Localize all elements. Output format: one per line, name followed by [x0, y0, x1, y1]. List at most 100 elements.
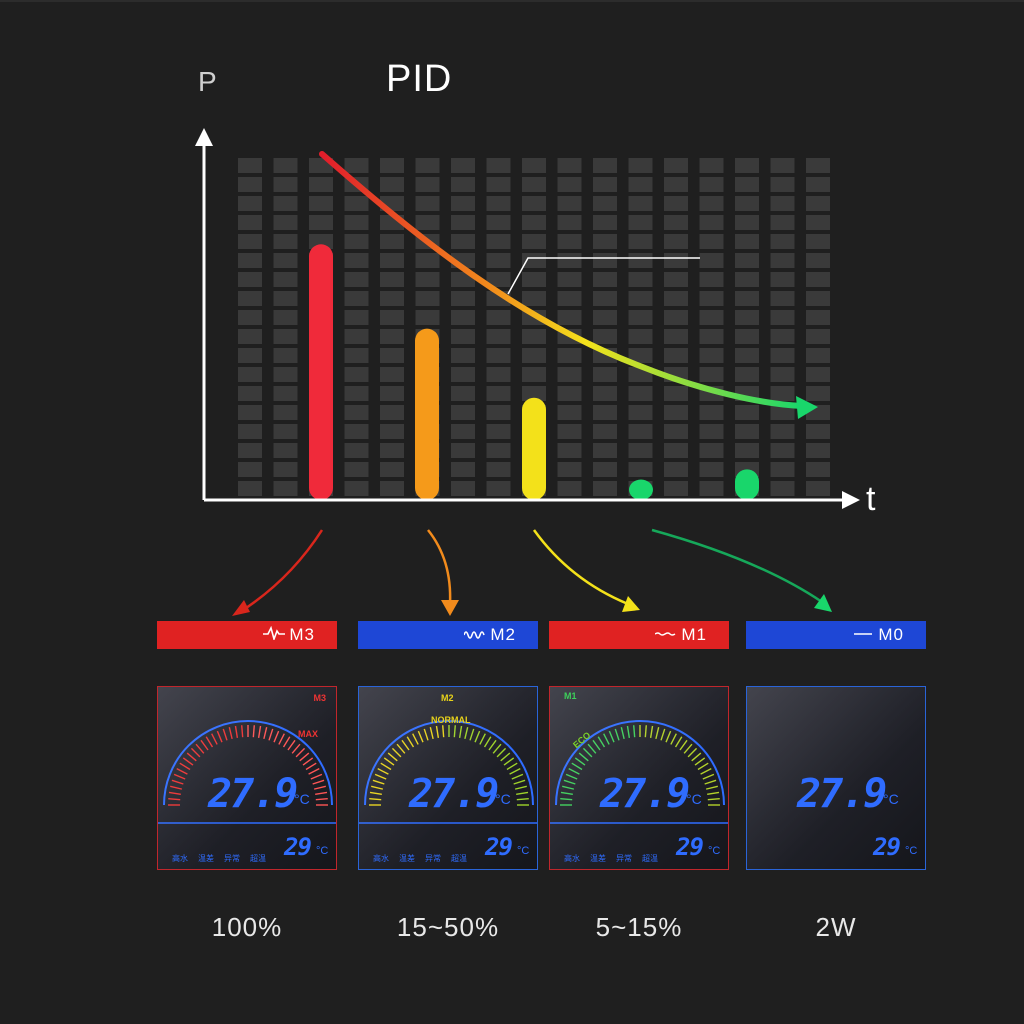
grid-cell [273, 405, 298, 420]
grid-cell [664, 291, 688, 306]
gauge-tick [222, 728, 228, 741]
gauge-tick [691, 752, 702, 762]
grid-cell [522, 215, 546, 230]
grid-cell [699, 291, 724, 306]
gauge-tick [234, 725, 239, 738]
grid-cell [522, 348, 546, 363]
display-panel-m2: M2 NORMAL 27.9 °C 29 °C 高水 温差 异常 超温 [358, 686, 538, 870]
grid-cell [451, 481, 475, 496]
gauge-tick [313, 785, 326, 790]
gauge-tick [514, 785, 527, 790]
grid-cell [664, 348, 688, 363]
gauge-tick [483, 736, 492, 748]
grid-cell [735, 196, 759, 211]
gauge-tick [704, 779, 717, 785]
grid-cell [273, 386, 298, 401]
icon-label: 高水 [373, 854, 389, 863]
gauge-tick [372, 779, 385, 785]
grid-cell [273, 215, 298, 230]
gauge-tick [423, 728, 429, 741]
grid-cell [451, 405, 475, 420]
grid-cell [380, 443, 404, 458]
grid-cell [380, 253, 404, 268]
grid-cell [770, 253, 795, 268]
arrow-head-m0 [814, 594, 832, 612]
grid-cell [735, 443, 759, 458]
gauge-graphic [359, 720, 537, 824]
grid-cell [380, 367, 404, 382]
grid-cell [451, 367, 475, 382]
grid-cell [344, 196, 369, 211]
grid-cell [273, 367, 298, 382]
grid-cell [486, 462, 511, 477]
grid-cell [806, 329, 830, 344]
grid-cell [486, 424, 511, 439]
gauge-tick [186, 752, 197, 762]
trend-curve-arrow [796, 396, 818, 419]
display-panel-m0: 27.9 °C 29 °C [746, 686, 926, 870]
grid-cell [557, 462, 582, 477]
gauge-tick [435, 725, 440, 738]
grid-cell [486, 329, 511, 344]
grid-cell [522, 234, 546, 249]
grid-cell [380, 462, 404, 477]
grid-cell [557, 177, 582, 192]
gauge-tick [305, 762, 317, 771]
grid-cell [451, 215, 475, 230]
grid-cell [628, 443, 653, 458]
callout-line [507, 257, 700, 295]
gauge-tick [707, 798, 720, 801]
grid-cell [273, 177, 298, 192]
arrow-to-m0 [651, 528, 823, 604]
grid-cell [309, 215, 333, 230]
grid-cell [238, 177, 262, 192]
gauge-tick [516, 798, 529, 801]
grid-cell [806, 348, 830, 363]
temp-unit: °C [294, 791, 310, 807]
grid-cell [557, 291, 582, 306]
grid-cell [344, 367, 369, 382]
grid-cell [238, 215, 262, 230]
gauge-tick [492, 743, 502, 754]
gauge-tick [674, 736, 683, 748]
grid-cell [273, 291, 298, 306]
gauge-tick [315, 798, 328, 801]
grid-cell [344, 405, 369, 420]
power-level-m3: 100% [211, 912, 283, 942]
grid-cell [806, 291, 830, 306]
grid-cell [486, 405, 511, 420]
grid-cell [380, 481, 404, 496]
x-axis-arrow [842, 491, 860, 509]
grid-cell [238, 462, 262, 477]
grid-cell [344, 443, 369, 458]
grid-cell [380, 272, 404, 287]
grid-cell [486, 215, 511, 230]
grid-cell [344, 253, 369, 268]
grid-cell [380, 177, 404, 192]
grid-cell [486, 386, 511, 401]
grid-cell [699, 481, 724, 496]
grid-cell [664, 329, 688, 344]
mode-tag: M3 [313, 693, 326, 703]
gauge-tick [644, 725, 647, 738]
grid-cell [238, 253, 262, 268]
gauge-tick [670, 733, 677, 745]
gauge-tick [506, 762, 518, 771]
gauge-tick [655, 727, 660, 740]
gauge-tick [700, 768, 712, 775]
gauge-tick [369, 798, 382, 801]
gauge-tick [287, 739, 296, 751]
flat-line-icon [852, 626, 874, 644]
grid-cell [522, 291, 546, 306]
grid-cell [557, 215, 582, 230]
chart-title: PID [386, 58, 453, 100]
gauge-tick [406, 736, 415, 748]
grid-cell [557, 386, 582, 401]
grid-cell [273, 443, 298, 458]
grid-cell [735, 158, 759, 173]
gauge-graphic [550, 720, 728, 824]
gauge-tick [702, 773, 715, 780]
grid-cell [309, 196, 333, 211]
gauge-tick [562, 785, 575, 790]
gauge-tick [173, 773, 186, 780]
